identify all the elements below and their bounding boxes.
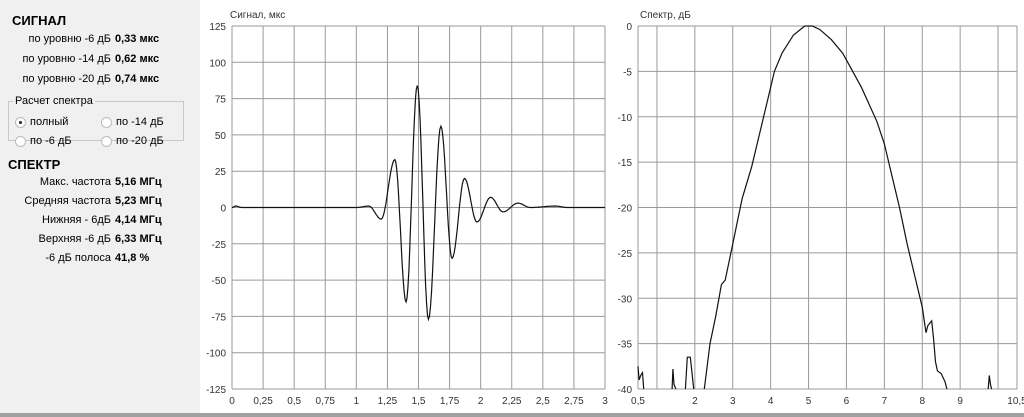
y-tick-label: -40: [618, 385, 633, 396]
x-tick-label: 2,75: [564, 396, 584, 407]
row-value: 0,74 мкс: [115, 73, 160, 85]
x-tick-label: 5: [806, 396, 812, 407]
chart-0: Сигнал, мкс 125 100 75 50 25 0 -25 -50 -75 -100 -12…: [206, 10, 608, 407]
y-tick-label: -10: [618, 113, 633, 124]
radio-6db[interactable]: по -6 дБ: [15, 135, 72, 147]
y-tick-label: -15: [618, 158, 633, 169]
row-label: по уровню -20 дБ: [22, 73, 111, 85]
signal-heading: СИГНАЛ: [12, 13, 67, 28]
row-value: 6,33 МГц: [115, 233, 162, 245]
radio-icon: [101, 116, 112, 128]
y-tick-label: -25: [212, 240, 227, 251]
y-tick-label: 50: [215, 131, 227, 142]
y-tick-label: -75: [212, 312, 227, 323]
x-tick-label: 1,5: [412, 396, 426, 407]
row-label: по уровню -14 дБ: [22, 53, 111, 65]
radio-icon: [15, 116, 26, 128]
radio-icon: [101, 135, 112, 147]
row-value: 41,8 %: [115, 252, 150, 264]
x-tick-label: 2,25: [502, 396, 522, 407]
x-tick-label: 0,25: [253, 396, 273, 407]
row-label: Верхняя -6 дБ: [38, 233, 111, 245]
y-tick-label: -100: [206, 349, 226, 360]
spectrum-calc-group: Расчет спектра полный по -14 дБ по -6 дБ…: [8, 95, 184, 147]
x-tick-label: 4: [768, 396, 774, 407]
y-tick-label: 0: [626, 22, 632, 33]
y-tick-label: -25: [618, 249, 633, 260]
x-tick-label: 2: [478, 396, 484, 407]
x-tick-label: 1: [354, 396, 360, 407]
y-tick-label: 25: [215, 167, 227, 178]
y-tick-label: -20: [618, 204, 633, 215]
y-tick-label: -35: [618, 340, 633, 351]
x-tick-label: 10,5: [1007, 396, 1024, 407]
x-tick-label: 8: [919, 396, 925, 407]
series-line: [684, 356, 695, 390]
x-tick-label: 2,5: [536, 396, 550, 407]
series-line: [987, 375, 993, 390]
row-value: 0,33 мкс: [115, 33, 160, 45]
row-label: -6 дБ полоса: [45, 252, 111, 264]
info-panel: СИГНАЛ по уровню -6 дБ 0,33 мкс по уровню …: [0, 0, 200, 413]
radio-full[interactable]: полный: [15, 116, 68, 128]
bottom-border: [0, 413, 1024, 417]
series-line: [232, 85, 605, 322]
x-tick-label: 3: [730, 396, 736, 407]
chart-title: Сигнал, мкс: [230, 10, 285, 21]
x-tick-label: 9: [957, 396, 963, 407]
chart-1: Спектр, дБ 0 -5 -10 -15 -20 -25 -30 -35 -400,5 2 3 4…: [618, 10, 1024, 407]
y-tick-label: -30: [618, 294, 633, 305]
radio-14db[interactable]: по -14 дБ: [101, 116, 164, 128]
y-tick-label: 0: [220, 204, 226, 215]
y-tick-label: -125: [206, 385, 226, 396]
x-tick-label: 0,75: [316, 396, 336, 407]
series-line: [671, 368, 677, 390]
x-tick-label: 0,5: [287, 396, 301, 407]
series-line: [703, 25, 948, 390]
row-value: 4,14 МГц: [115, 214, 162, 226]
x-tick-label: 0,5: [631, 396, 645, 407]
y-tick-label: -50: [212, 276, 227, 287]
series-line: [637, 366, 645, 390]
spectrum-heading: СПЕКТР: [8, 157, 61, 172]
y-tick-label: 125: [209, 22, 226, 33]
row-label: Нижняя - 6дБ: [42, 214, 111, 226]
spectrum-calc-title: Расчет спектра: [15, 95, 93, 107]
row-value: 5,23 МГц: [115, 195, 162, 207]
y-tick-label: -5: [623, 67, 632, 78]
radio-20db[interactable]: по -20 дБ: [101, 135, 164, 147]
x-tick-label: 0: [229, 396, 235, 407]
x-tick-label: 2: [692, 396, 698, 407]
y-tick-label: 75: [215, 95, 227, 106]
x-tick-label: 1,25: [378, 396, 398, 407]
y-tick-label: 100: [209, 58, 226, 69]
row-label: по уровню -6 дБ: [28, 33, 111, 45]
x-tick-label: 1,75: [440, 396, 460, 407]
row-label: Макс. частота: [39, 176, 111, 188]
chart-title: Спектр, дБ: [640, 10, 691, 21]
row-value: 0,62 мкс: [115, 53, 160, 65]
row-label: Средняя частота: [24, 195, 111, 207]
x-tick-label: 6: [844, 396, 850, 407]
radio-icon: [15, 135, 26, 147]
x-tick-label: 3: [602, 396, 608, 407]
row-value: 5,16 МГц: [115, 176, 162, 188]
x-tick-label: 7: [882, 396, 888, 407]
